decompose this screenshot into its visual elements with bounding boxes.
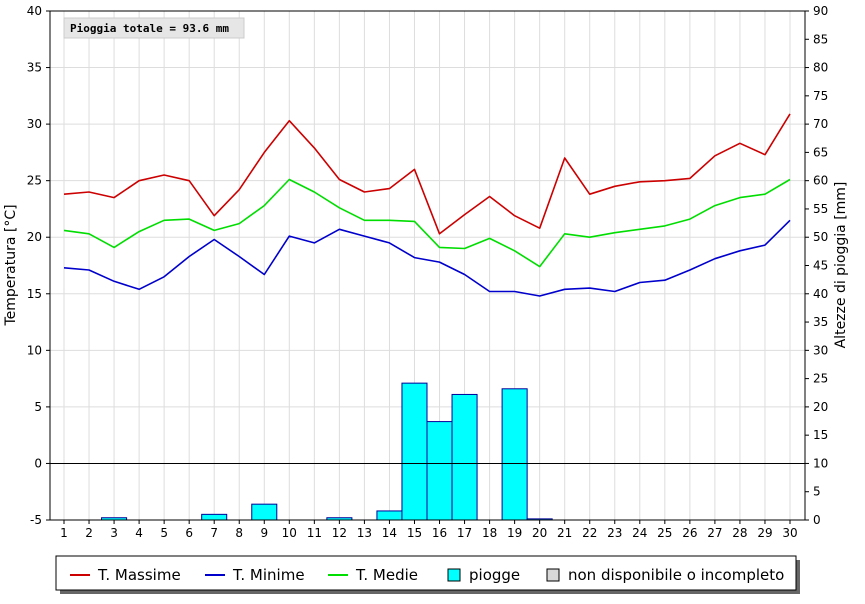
left-tick-label: 0 — [34, 456, 42, 470]
x-tick-label: 8 — [235, 526, 243, 540]
left-tick-label: 40 — [27, 4, 42, 18]
left-tick-label: 5 — [34, 400, 42, 414]
x-tick-label: 20 — [532, 526, 547, 540]
right-tick-label: 50 — [813, 230, 828, 244]
x-tick-label: 4 — [135, 526, 143, 540]
rain-bar — [201, 513, 228, 521]
rain-bar — [426, 421, 453, 521]
series-line-t-minime — [63, 219, 791, 297]
right-tick-label: 90 — [813, 4, 828, 18]
x-tick-label: 15 — [407, 526, 422, 540]
x-tick-label: 13 — [357, 526, 372, 540]
x-tick-label: 21 — [557, 526, 572, 540]
x-tick-label: 16 — [432, 526, 447, 540]
right-tick-label: 55 — [813, 202, 828, 216]
rain-bar — [501, 388, 528, 521]
right-tick-label: 30 — [813, 343, 828, 357]
right-tick-label: 80 — [813, 61, 828, 75]
x-tick-label: 3 — [110, 526, 118, 540]
grid — [50, 10, 805, 521]
x-tick-label: 2 — [85, 526, 93, 540]
x-tick-label: 9 — [260, 526, 268, 540]
left-tick-label: 10 — [27, 343, 42, 357]
legend-box — [55, 555, 797, 591]
x-tick-label: 30 — [782, 526, 797, 540]
left-tick-label: 20 — [27, 230, 42, 244]
right-tick-label: 40 — [813, 287, 828, 301]
left-tick-label: 15 — [27, 287, 42, 301]
legend-label: piogge — [469, 566, 520, 584]
legend-label: T. Massime — [97, 566, 181, 584]
right-tick-label: 0 — [813, 513, 821, 527]
x-tick-label: 25 — [657, 526, 672, 540]
x-tick-label: 18 — [482, 526, 497, 540]
right-tick-label: 60 — [813, 174, 828, 188]
rain-bars — [101, 382, 553, 521]
legend-swatch-box — [447, 568, 461, 582]
temperature-lines — [63, 113, 791, 297]
x-tick-label: 27 — [707, 526, 722, 540]
x-tick-label: 29 — [757, 526, 772, 540]
x-tick-label: 12 — [332, 526, 347, 540]
x-tick-label: 24 — [632, 526, 647, 540]
left-tick-label: 25 — [27, 174, 42, 188]
right-axis-title: Altezze di pioggia [mm] — [833, 182, 849, 349]
x-tick-label: 19 — [507, 526, 522, 540]
right-tick-label: 25 — [813, 372, 828, 386]
legend-label: non disponibile o incompleto — [568, 566, 784, 584]
legend: T. Massime T. Minime T. Medie piogge non dis… — [55, 555, 800, 594]
right-tick-label: 65 — [813, 145, 828, 159]
x-tick-label: 23 — [607, 526, 622, 540]
legend-label: T. Medie — [355, 566, 418, 584]
annotation-box — [63, 17, 245, 39]
x-tick-label: 22 — [582, 526, 597, 540]
total-rain-annotation: Pioggia totale = 93.6 mm — [63, 17, 245, 39]
right-tick-label: 35 — [813, 315, 828, 329]
rain-bar — [451, 393, 478, 521]
x-tick-label: 14 — [382, 526, 397, 540]
right-tick-label: 85 — [813, 32, 828, 46]
x-tick-label: 1 — [60, 526, 68, 540]
rain-bar — [251, 503, 278, 521]
right-tick-label: 10 — [813, 456, 828, 470]
x-tick-label: 10 — [282, 526, 297, 540]
annotation-text: Pioggia totale = 93.6 mm — [70, 22, 229, 35]
left-tick-label: 30 — [27, 117, 42, 131]
x-tick-label: 7 — [210, 526, 218, 540]
left-tick-label: -5 — [30, 513, 42, 527]
x-tick-label: 6 — [185, 526, 193, 540]
x-tick-label: 28 — [732, 526, 747, 540]
rain-bar — [401, 382, 428, 521]
right-tick-label: 45 — [813, 259, 828, 273]
x-tick-label: 11 — [307, 526, 322, 540]
left-tick-label: 35 — [27, 61, 42, 75]
x-tick-label: 5 — [160, 526, 168, 540]
x-tick-label: 17 — [457, 526, 472, 540]
legend-swatch-box — [546, 568, 560, 582]
plot-frame — [49, 10, 806, 521]
right-tick-label: 5 — [813, 485, 821, 499]
right-tick-label: 70 — [813, 117, 828, 131]
left-axis-title: Temperatura [°C] — [3, 204, 19, 326]
series-line-t-massime — [63, 113, 791, 235]
series-line-t-medie — [63, 178, 791, 268]
right-tick-label: 75 — [813, 89, 828, 103]
legend-label: T. Minime — [232, 566, 305, 584]
rain-bar — [376, 510, 403, 521]
right-tick-label: 15 — [813, 428, 828, 442]
x-tick-label: 26 — [682, 526, 697, 540]
right-tick-label: 20 — [813, 400, 828, 414]
axes — [46, 10, 809, 524]
